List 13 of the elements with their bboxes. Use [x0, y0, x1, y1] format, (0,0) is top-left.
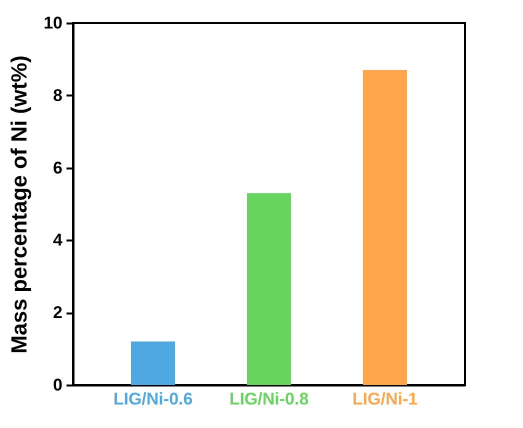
x-tick-label: LIG/Ni-0.8 [229, 390, 309, 408]
y-tick-label: 10 [44, 14, 62, 32]
y-tick-label: 6 [53, 158, 62, 178]
bar [246, 193, 292, 385]
y-axis-title: Mass percentage of Ni (wt%) [6, 55, 32, 354]
y-tick-label: 0 [53, 376, 62, 394]
x-tick-label: LIG/Ni-1 [352, 390, 418, 408]
y-tick-label: 8 [53, 86, 62, 105]
y-tick-label: 2 [53, 303, 62, 322]
y-tick-label: 4 [53, 230, 64, 250]
bar [130, 342, 176, 385]
bar [362, 70, 408, 385]
x-tick-label: LIG/Ni-0.6 [113, 390, 193, 408]
